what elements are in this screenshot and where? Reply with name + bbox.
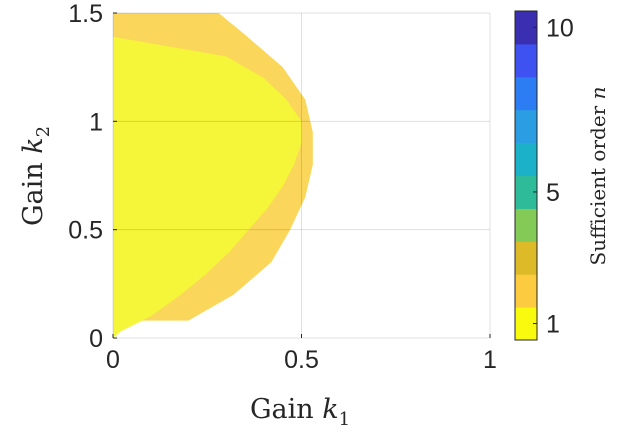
colorbar-tick-label: 5 [546, 179, 560, 207]
colorbar-segment [515, 307, 537, 341]
plot-area [112, 12, 491, 339]
y-tick-label: 1.5 [68, 0, 103, 28]
y-tick-label: 1 [89, 108, 103, 136]
colorbar-frame [514, 10, 538, 341]
x-tick-label: 0.5 [284, 346, 319, 374]
colorbar-segment [515, 43, 537, 78]
colorbar-tick-label: 1 [546, 311, 560, 339]
region-order-1 [113, 36, 302, 338]
y-tick-label: 0.5 [68, 217, 103, 245]
colorbar-segment [515, 109, 537, 144]
colorbar-tick-label: 10 [546, 14, 574, 42]
colorbar-segment [515, 76, 537, 111]
x-tick-label: 1 [483, 346, 497, 374]
colorbar-segment [515, 241, 537, 275]
x-tick-label: 0 [106, 346, 120, 374]
colorbar-segment [515, 142, 537, 176]
colorbar-segment [515, 11, 537, 45]
axes: 0 0.5 1 0 0.5 1 1.5 [68, 0, 497, 374]
y-tick-label: 0 [89, 325, 103, 353]
colorbar-segment [515, 175, 537, 209]
colorbar-label: Sufficient order n [586, 87, 610, 266]
y-axis-label: Gain k2 [18, 126, 54, 226]
x-axis-label: Gain k1 [250, 394, 350, 430]
colorbar-segment [515, 208, 537, 242]
colorbar-segment [515, 274, 537, 308]
